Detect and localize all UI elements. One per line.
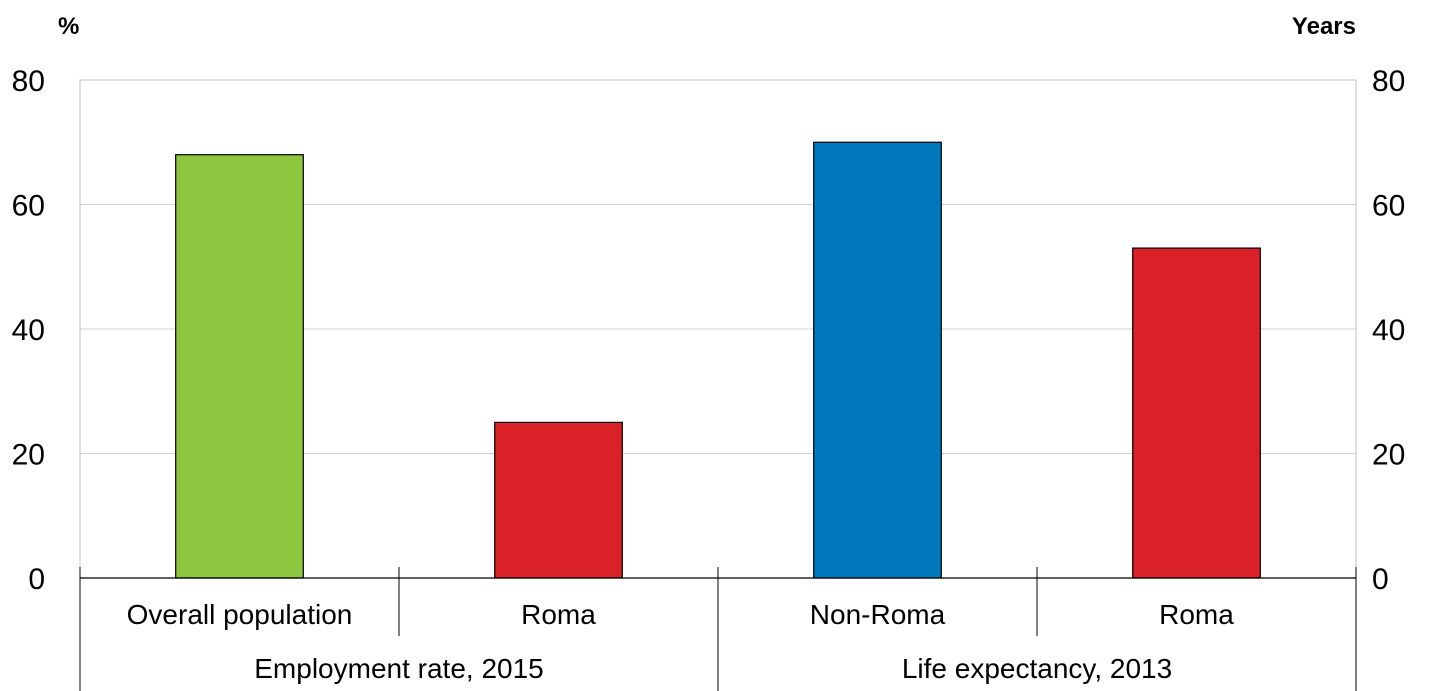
right-tick-label: 0 bbox=[1372, 563, 1389, 596]
right-tick-label: 60 bbox=[1372, 190, 1405, 223]
right-axis-ticks: 0 20 40 60 80 bbox=[1372, 65, 1405, 596]
left-axis-label: % bbox=[58, 13, 79, 40]
right-tick-label: 40 bbox=[1372, 314, 1405, 347]
category-label: Overall population bbox=[127, 599, 353, 630]
right-tick-label: 20 bbox=[1372, 439, 1405, 472]
left-axis-ticks: 0 20 40 60 80 bbox=[12, 65, 45, 596]
left-tick-label: 0 bbox=[28, 563, 45, 596]
group-label: Employment rate, 2015 bbox=[254, 653, 544, 684]
category-label: Non-Roma bbox=[810, 599, 946, 630]
bar bbox=[1132, 247, 1261, 579]
left-tick-label: 40 bbox=[12, 314, 45, 347]
bar bbox=[813, 141, 942, 579]
x-axis: Overall population Roma Employment rate, 2… bbox=[79, 567, 1357, 691]
left-tick-label: 20 bbox=[12, 439, 45, 472]
category-label: Roma bbox=[1159, 599, 1234, 630]
group-label: Life expectancy, 2013 bbox=[902, 653, 1172, 684]
left-tick-label: 60 bbox=[12, 190, 45, 223]
bar bbox=[494, 421, 623, 579]
bars bbox=[175, 141, 1261, 579]
left-tick-label: 80 bbox=[12, 65, 45, 98]
right-axis-label: Years bbox=[1292, 13, 1356, 40]
bar bbox=[175, 154, 304, 579]
category-label: Roma bbox=[521, 599, 596, 630]
right-tick-label: 80 bbox=[1372, 65, 1405, 98]
